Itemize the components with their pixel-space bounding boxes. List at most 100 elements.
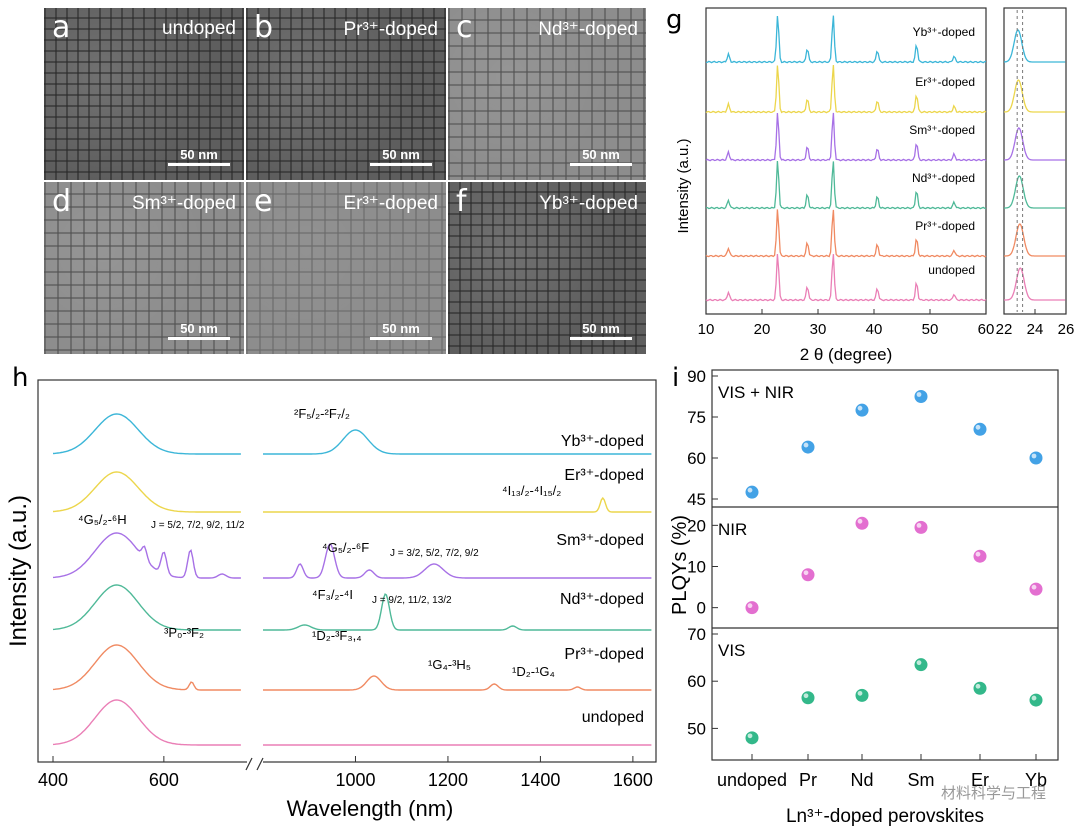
xrd-trace-0 bbox=[705, 15, 987, 64]
plqy-point-highlight bbox=[803, 570, 809, 576]
plqy-point-highlight bbox=[916, 660, 922, 666]
watermark: 材料科学与工程 bbox=[941, 785, 1046, 802]
plqy-panel-title: VIS + NIR bbox=[718, 383, 794, 402]
plqy-point-highlight bbox=[975, 424, 981, 430]
plqy-point-yb bbox=[1028, 450, 1044, 466]
series-label-yb: Yb³⁺-doped bbox=[561, 433, 644, 450]
plqy-x-tick-label: Er bbox=[971, 770, 989, 790]
plqy-point-yb bbox=[1028, 692, 1044, 708]
panel-letter-i: i bbox=[672, 363, 679, 393]
scale-bar-label: 50 nm bbox=[382, 321, 420, 336]
tem-label: undoped bbox=[162, 18, 236, 39]
annotation-er: ⁴I₁₃/₂-⁴I₁₅/₂ bbox=[502, 483, 561, 498]
xrd-plot-frame bbox=[705, 7, 987, 315]
spectrum-vis-1 bbox=[52, 471, 241, 513]
plqy-y-tick-label: 75 bbox=[687, 408, 706, 427]
xrd-inset-trace-3 bbox=[1004, 175, 1066, 209]
spectrum-nir-1 bbox=[263, 496, 652, 513]
plqy-x-tick-label: Pr bbox=[799, 770, 817, 790]
plqy-point-highlight bbox=[857, 518, 863, 524]
tem-label: Yb³⁺-doped bbox=[539, 193, 638, 214]
spectrum-vis-4 bbox=[52, 644, 241, 691]
xrd-trace-3 bbox=[706, 160, 987, 210]
tem-panel-b: b Pr³⁺-doped 50 nm bbox=[246, 8, 446, 180]
plqy-point-highlight bbox=[916, 523, 922, 528]
panel-letter: f bbox=[456, 184, 467, 219]
plqy-point-er bbox=[972, 680, 988, 696]
plqy-x-tick-label: Nd bbox=[850, 770, 873, 790]
plqy-point-nd bbox=[854, 515, 870, 531]
xrd-series-label: Yb³⁺-doped bbox=[913, 25, 975, 39]
tem-label: Sm³⁺-doped bbox=[131, 193, 236, 214]
spectrum-x-tick-label: 1200 bbox=[428, 770, 468, 790]
plqy-y-axis-label: PLQYs (%) bbox=[669, 515, 691, 615]
xrd-x-tick-label: 60 bbox=[978, 321, 995, 338]
xrd-x-tick-label: 30 bbox=[810, 321, 827, 338]
spectrum-nir-2 bbox=[263, 543, 652, 579]
plqy-y-tick-label: 0 bbox=[697, 599, 706, 618]
spectrum-nir-0 bbox=[263, 429, 652, 455]
series-label-undoped: undoped bbox=[582, 709, 644, 726]
annotation-pr-nir3: ¹D₂-¹G₄ bbox=[512, 664, 555, 679]
plqy-point-undoped bbox=[744, 484, 760, 500]
scale-bar-label: 50 nm bbox=[582, 147, 620, 162]
xrd-y-axis-label: Intensity (a.u.) bbox=[675, 138, 692, 233]
plqy-point-undoped bbox=[744, 730, 760, 746]
xrd-x-tick-label: 20 bbox=[754, 321, 771, 338]
plqy-point-er bbox=[972, 548, 988, 564]
plqy-point-highlight bbox=[975, 683, 981, 689]
annotation-pr-vis: ³P₀-³F₂ bbox=[164, 625, 204, 640]
xrd-trace-5 bbox=[705, 253, 987, 302]
plqy-y-tick-label: 45 bbox=[687, 490, 706, 509]
panel-letter: d bbox=[52, 184, 72, 219]
plqy-point-highlight bbox=[747, 487, 753, 493]
plqy-point-sm bbox=[913, 389, 929, 404]
scale-bar bbox=[370, 163, 432, 166]
annotation-pr-nir2: ¹G₄-³H₅ bbox=[428, 657, 471, 672]
tem-panel-d: d Sm³⁺-doped 50 nm bbox=[44, 182, 244, 354]
plqy-point-highlight bbox=[747, 733, 753, 739]
plqy-y-tick-label: 50 bbox=[687, 719, 706, 738]
xrd-inset-trace-2 bbox=[1004, 127, 1066, 161]
spectrum-nir-4 bbox=[263, 675, 652, 691]
series-label-er: Er³⁺-doped bbox=[564, 467, 644, 484]
tem-panel-a: a undoped 50 nm bbox=[44, 8, 244, 180]
xrd-series-label: Sm³⁺-doped bbox=[909, 123, 975, 137]
tem-panel-f: f Yb³⁺-doped 50 nm bbox=[448, 182, 646, 354]
plqy-point-undoped bbox=[744, 600, 760, 616]
plqy-x-tick-label: Sm bbox=[908, 770, 935, 790]
panel-letter: e bbox=[254, 184, 273, 219]
spectrum-x-tick-label: 1400 bbox=[520, 770, 560, 790]
spectrum-vis-3 bbox=[52, 584, 241, 631]
plqy-panel-title: VIS bbox=[718, 641, 745, 660]
scale-bar bbox=[370, 337, 432, 340]
plqy-point-highlight bbox=[803, 442, 809, 448]
xrd-inset-trace-4 bbox=[1004, 223, 1066, 257]
xrd-inset-frame bbox=[1003, 7, 1067, 315]
annotation-sm-vis-j: J = 5/2, 7/2, 9/2, 11/2 bbox=[151, 520, 245, 531]
panel-letter-g: g bbox=[666, 5, 683, 35]
series-label-pr: Pr³⁺-doped bbox=[564, 646, 644, 663]
spectrum-x-tick-label: 400 bbox=[38, 770, 68, 790]
panel-letter-h: h bbox=[12, 363, 28, 393]
xrd-x-tick-label: 10 bbox=[698, 321, 715, 338]
plqy-point-pr bbox=[800, 567, 816, 583]
xrd-inset-x-tick-label: 24 bbox=[1027, 321, 1044, 338]
plqy-point-highlight bbox=[857, 405, 863, 411]
scale-bar-label: 50 nm bbox=[582, 321, 620, 336]
xrd-inset-trace-0 bbox=[1003, 29, 1066, 63]
xrd-series-label: undoped bbox=[928, 263, 975, 277]
xrd-x-axis-label: 2 θ (degree) bbox=[800, 345, 893, 364]
xrd-trace-2 bbox=[705, 112, 987, 162]
plqy-x-tick-label: Yb bbox=[1025, 770, 1047, 790]
tem-label: Pr³⁺-doped bbox=[343, 19, 438, 40]
annotation-sm-vis: ⁴G₅/₂-⁶H bbox=[78, 512, 127, 527]
scale-bar bbox=[570, 337, 632, 340]
spectrum-x-tick-label: 1000 bbox=[335, 770, 375, 790]
spectrum-x-tick-label: 600 bbox=[149, 770, 179, 790]
tem-label: Nd³⁺-doped bbox=[538, 19, 638, 40]
panel-letter: b bbox=[254, 10, 274, 45]
plqy-point-highlight bbox=[803, 693, 809, 699]
scale-bar-label: 50 nm bbox=[180, 147, 218, 162]
xrd-inset-x-tick-label: 26 bbox=[1058, 321, 1075, 338]
